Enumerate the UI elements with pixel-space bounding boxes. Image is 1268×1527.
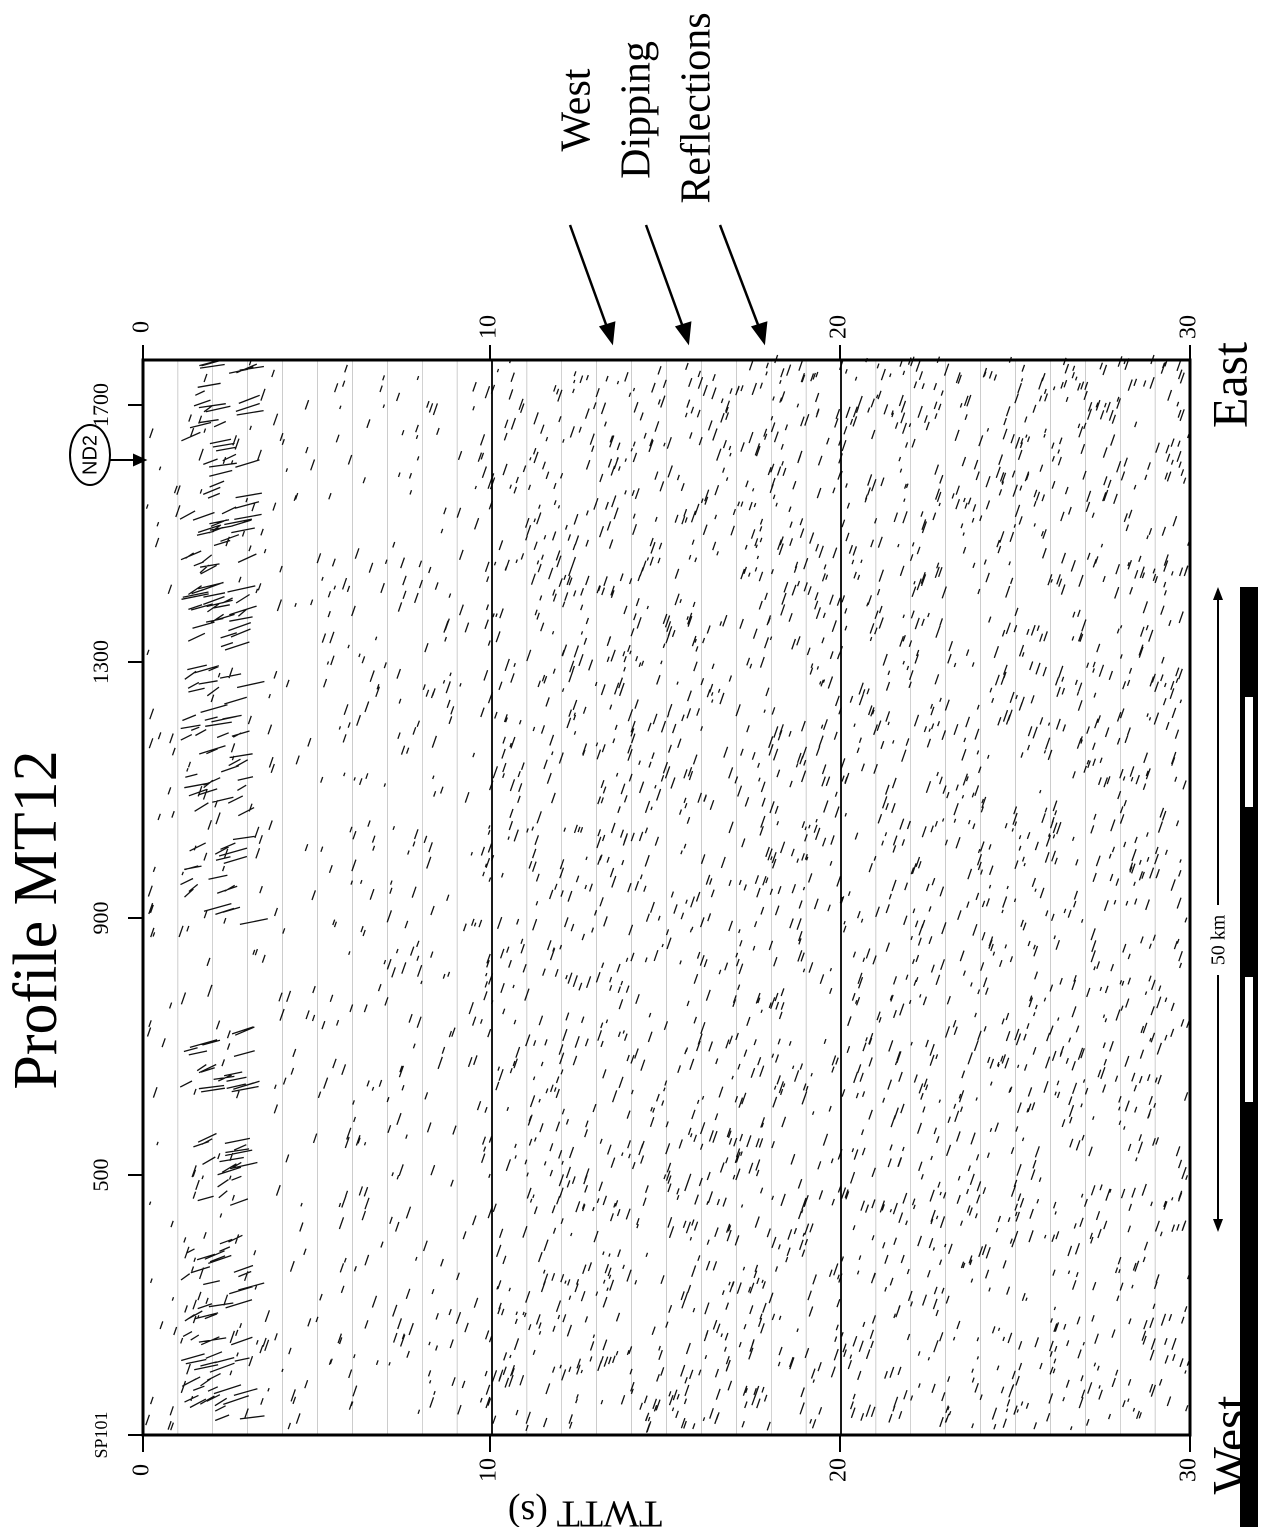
shotpoint-label: 500 [88, 1159, 113, 1192]
bottom-tick-label: 10 [476, 1458, 502, 1482]
marker-ellipse [69, 424, 111, 486]
shotpoint-label: 1300 [88, 640, 113, 684]
bottom-tick-label: 0 [129, 1464, 155, 1476]
seismic-texture [145, 354, 1191, 1435]
annotation-line: West [554, 68, 600, 151]
shotpoint-label: 1700 [88, 383, 113, 427]
seismic-strokes [145, 354, 1191, 1433]
bottom-tick-label: 20 [826, 1458, 852, 1482]
title: Profile MT12 [2, 750, 70, 1089]
scale-bar [1208, 587, 1258, 1527]
direction-east: East [1201, 342, 1257, 428]
annotation-line: Dipping [614, 41, 660, 179]
reflection-arrows [568, 224, 768, 346]
annotation-line: Reflections [674, 12, 720, 203]
shotpoint-label: 900 [88, 902, 113, 935]
marker-arrow [110, 453, 148, 467]
shotpoint-label: SP101 [91, 1411, 111, 1458]
section-frame [141, 358, 1192, 1437]
scale-label: 50 km [1208, 914, 1230, 965]
bottom-tick-label: 30 [1176, 1458, 1202, 1482]
top-tick-label: 30 [1176, 315, 1202, 339]
top-tick-label: 20 [826, 315, 852, 339]
axis-label: TWTT (s) [508, 1492, 662, 1527]
top-tick-label: 10 [476, 315, 502, 339]
marker-label: ND2 [79, 435, 101, 475]
top-tick-label: 0 [129, 321, 155, 333]
